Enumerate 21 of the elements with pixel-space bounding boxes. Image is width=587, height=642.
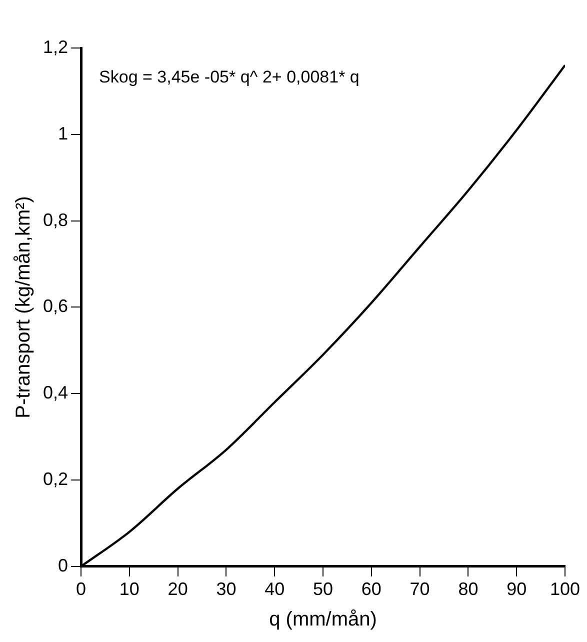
x-tick-label: 20 [168,579,188,600]
y-tick-label: 0,8 [42,210,68,230]
x-tick-label: 40 [264,579,285,600]
x-tick-label: 70 [410,579,430,600]
x-axis-title: q (mm/mån) [269,608,377,631]
y-tick-label: 0,4 [42,382,68,403]
x-tick-label: 0 [76,579,86,600]
y-tick-label: 1,2 [42,36,68,57]
annotation: Skog = 3,45e -05* q^ 2+ 0,0081* q [99,68,360,87]
y-tick-label: 1 [58,123,68,144]
y-tick-label: 0,6 [42,296,68,316]
x-tick-label: 60 [361,579,382,600]
x-tick-label: 50 [312,579,334,600]
x-tick-label: 80 [458,579,478,600]
y-tick-label: 0,2 [42,468,68,489]
x-tick-label: 100 [550,579,580,600]
y-axis-title: P-transport (kg/mån,km²) [12,196,35,418]
x-tick-label: 30 [216,579,236,600]
y-tick-label: 0 [58,555,68,576]
x-tick-label: 90 [506,579,527,600]
x-tick-label: 10 [119,579,140,600]
